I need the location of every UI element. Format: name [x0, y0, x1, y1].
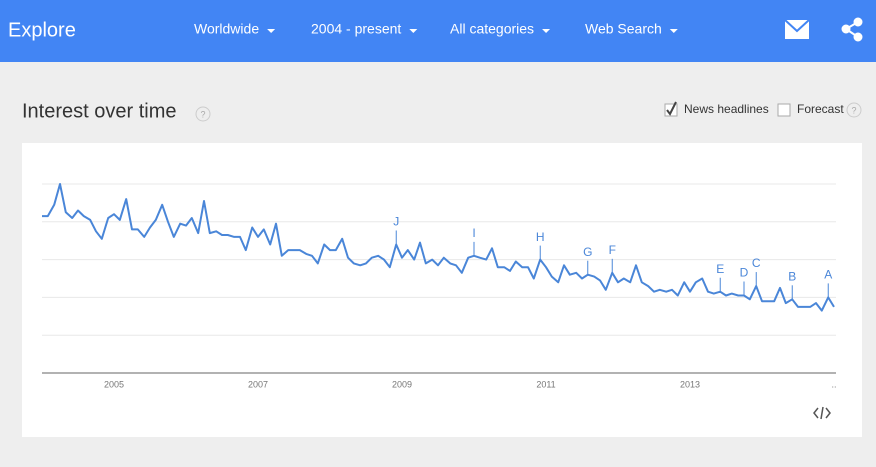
news-marker-label[interactable]: B: [788, 269, 796, 283]
news-marker-label[interactable]: F: [609, 243, 616, 257]
svg-text:?: ?: [200, 109, 205, 119]
x-tick-label: 2007: [248, 379, 268, 389]
dropdown-arrow: [542, 29, 551, 33]
x-tick-label: 2011: [536, 379, 555, 389]
svg-text:?: ?: [851, 105, 856, 115]
dropdown-arrow: [669, 29, 678, 33]
app-title: Explore: [8, 19, 76, 41]
dropdown-arrow: [267, 29, 276, 33]
chart-card: [22, 143, 862, 437]
checkmark: [666, 101, 677, 116]
mail-icon[interactable]: [784, 19, 810, 39]
filter-dropdown[interactable]: Web Search: [585, 21, 662, 37]
help-icon[interactable]: ?: [846, 102, 862, 118]
dropdown-arrow: [409, 29, 418, 33]
x-tick-label: ..: [831, 379, 836, 389]
checkbox-label: News headlines: [684, 102, 769, 116]
news-marker-label[interactable]: I: [472, 226, 475, 240]
filter-dropdown[interactable]: Worldwide: [194, 21, 259, 37]
x-tick-label: 2013: [680, 379, 700, 389]
trend-line: [42, 183, 835, 312]
news-marker-label[interactable]: J: [393, 215, 399, 229]
embed-icon[interactable]: [813, 406, 831, 420]
header-bar: [0, 0, 876, 62]
checkbox[interactable]: [777, 103, 791, 117]
x-tick-label: 2005: [104, 379, 124, 389]
news-marker-label[interactable]: D: [740, 266, 749, 280]
news-marker-label[interactable]: C: [752, 256, 761, 270]
filter-dropdown[interactable]: 2004 - present: [311, 21, 401, 37]
x-tick-label: 2009: [392, 379, 412, 389]
checkbox-label: Forecast: [797, 102, 844, 116]
help-icon[interactable]: ?: [195, 106, 211, 122]
share-icon[interactable]: [841, 17, 863, 42]
news-marker-label[interactable]: A: [824, 268, 832, 282]
news-marker-label[interactable]: H: [536, 230, 545, 244]
news-marker-label[interactable]: E: [716, 262, 724, 276]
filter-dropdown[interactable]: All categories: [450, 21, 534, 37]
news-marker-label[interactable]: G: [583, 245, 592, 259]
section-title: Interest over time: [22, 100, 177, 122]
